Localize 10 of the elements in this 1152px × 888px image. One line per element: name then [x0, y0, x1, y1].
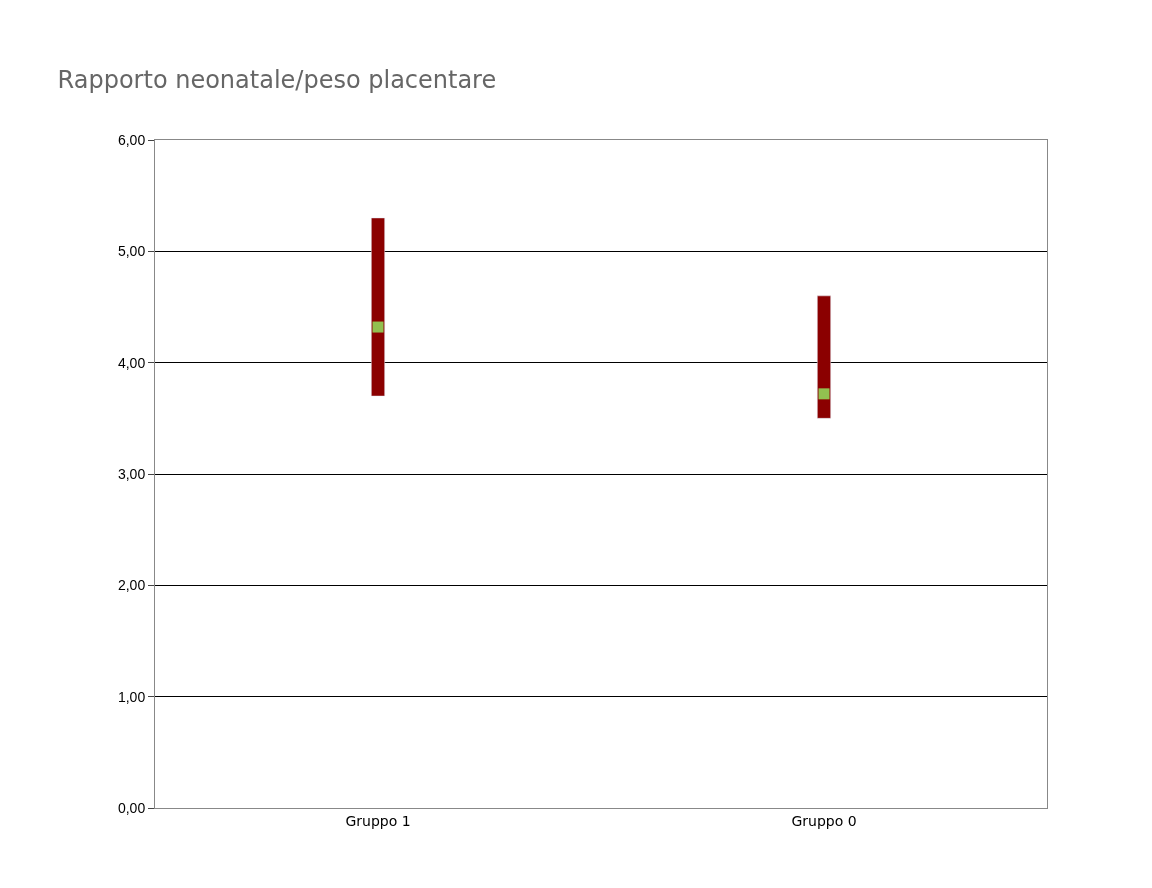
chart-title: Rapporto neonatale/peso placentare [57, 65, 497, 94]
y-tick-label: 3,00 [117, 465, 146, 482]
x-tick-label: Gruppo 0 [791, 812, 857, 829]
y-tick-label: 0,00 [117, 799, 146, 816]
y-tick-label: 2,00 [117, 577, 146, 594]
x-tick-label: Gruppo 1 [345, 812, 411, 829]
y-tick-label: 1,00 [117, 688, 146, 705]
y-tick-label: 6,00 [117, 131, 146, 148]
y-tick-label: 5,00 [117, 243, 146, 260]
y-tick-label: 4,00 [117, 354, 146, 371]
